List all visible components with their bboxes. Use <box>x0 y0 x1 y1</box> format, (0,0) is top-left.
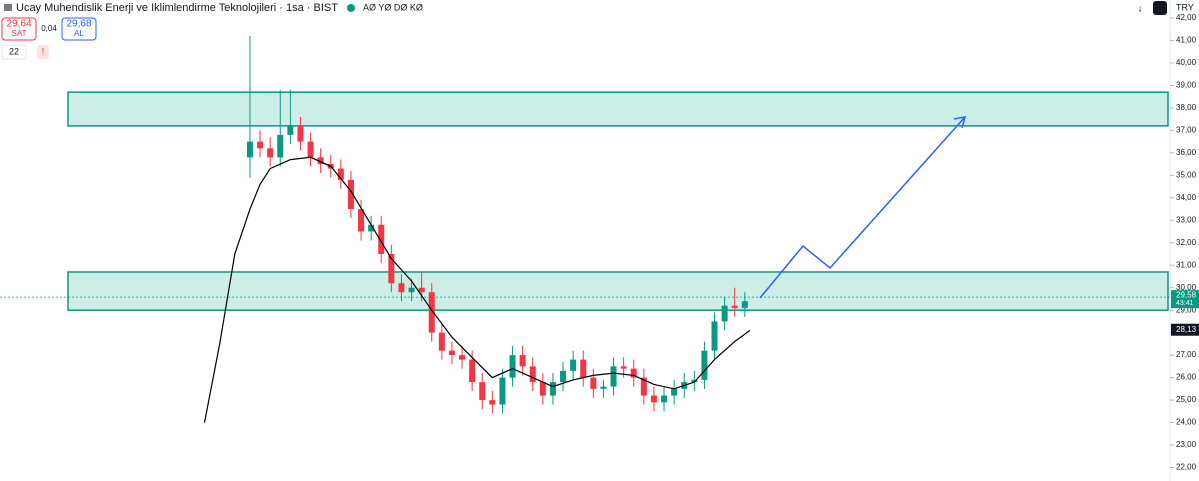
candle-body <box>620 366 627 369</box>
plot <box>0 35 1170 423</box>
candle-body <box>459 355 466 360</box>
y-tick-label: 31,00 <box>1176 260 1197 269</box>
last-price-box <box>1171 290 1199 309</box>
candle-body <box>317 157 324 165</box>
candle-body <box>630 368 637 378</box>
candle-body <box>600 386 607 389</box>
y-tick-label: 33,00 <box>1176 215 1197 224</box>
candle-body <box>519 355 526 367</box>
candle-body <box>509 355 516 378</box>
candle-body <box>368 224 375 232</box>
candle-body <box>731 305 738 308</box>
zone <box>67 91 1169 127</box>
candle-body <box>640 377 647 396</box>
y-tick-label: 36,00 <box>1176 148 1197 157</box>
alert-badge <box>37 45 49 59</box>
candle-body <box>448 350 455 356</box>
candle-body <box>580 359 587 378</box>
moving-average <box>203 156 751 423</box>
candle-body <box>347 179 354 210</box>
y-tick-label: 40,00 <box>1176 58 1197 67</box>
candle-body <box>398 283 405 293</box>
y-tick-label: 35,00 <box>1176 170 1197 179</box>
candle-body <box>277 134 284 158</box>
candle-body <box>337 168 344 180</box>
candle-body <box>297 125 304 142</box>
sell-label[interactable]: SAT <box>12 29 27 38</box>
y-tick-label: 37,00 <box>1176 125 1197 134</box>
candle-body <box>267 148 274 158</box>
zone <box>67 271 1169 311</box>
candle-body <box>489 400 496 405</box>
buy-price[interactable]: 29,68 <box>66 19 91 30</box>
y-tick-label: 22,00 <box>1176 463 1197 472</box>
candle-body <box>610 366 617 387</box>
candle-body <box>499 377 506 405</box>
buy-button[interactable] <box>61 17 97 41</box>
candle-body <box>650 395 657 403</box>
candle-body <box>479 382 486 401</box>
status-dot <box>347 4 355 12</box>
sell-button[interactable] <box>1 17 37 41</box>
candle-body <box>307 141 314 158</box>
forecast-arrow <box>759 116 966 299</box>
currency[interactable]: TRY <box>1176 2 1194 12</box>
scroll-icon[interactable]: ↓ <box>1138 4 1143 15</box>
y-tick-label: 41,00 <box>1176 36 1197 45</box>
spread: 0,04 <box>41 24 57 33</box>
candle-body <box>388 253 395 284</box>
lock-button[interactable] <box>1153 1 1167 15</box>
candle-body <box>539 382 546 396</box>
y-tick-label: 29,00 <box>1176 305 1197 314</box>
candle-body <box>711 321 718 351</box>
y-tick-label: 30,00 <box>1176 283 1197 292</box>
y-tick-label: 24,00 <box>1176 418 1197 427</box>
candle-body <box>408 287 415 293</box>
candle-body <box>721 305 728 322</box>
candle-body <box>560 370 567 383</box>
title: Ucay Muhendislik Enerji ve Iklimlendirme… <box>16 2 338 14</box>
indicator-toggle[interactable] <box>1 44 27 60</box>
candle-body <box>378 224 385 254</box>
candle-body <box>661 395 668 403</box>
candle-body <box>358 209 365 232</box>
candle-body <box>418 287 425 293</box>
candle-body <box>257 141 264 149</box>
candle-body <box>570 359 577 371</box>
candle-body <box>671 388 678 396</box>
ma-price-box <box>1171 323 1199 336</box>
candle-body <box>741 301 748 308</box>
ma-price-label: 28,13 <box>1176 325 1197 334</box>
arrow-head <box>953 116 967 129</box>
y-tick-label: 34,00 <box>1176 193 1197 202</box>
candle-body <box>590 377 597 389</box>
alert: ! <box>42 46 45 56</box>
candle-body <box>428 292 435 333</box>
candle-body <box>529 366 536 383</box>
last-price-label: 29,58 <box>1176 290 1197 299</box>
y-tick-label: 32,00 <box>1176 238 1197 247</box>
symbol-icon <box>4 4 12 11</box>
y-tick-label: 26,00 <box>1176 373 1197 382</box>
y-tick-label: 23,00 <box>1176 440 1197 449</box>
ohlc-status: AØ YØ DØ KØ <box>363 2 423 12</box>
y-tick-label: 42,00 <box>1176 13 1197 22</box>
candle-body <box>438 332 445 351</box>
buy-label[interactable]: AL <box>74 29 84 38</box>
indicator-count[interactable]: 22 <box>9 46 19 56</box>
sell-price[interactable]: 29,64 <box>6 19 31 30</box>
candle-body <box>701 350 708 380</box>
candle-body <box>549 382 556 396</box>
y-tick-label: 38,00 <box>1176 103 1197 112</box>
candle-body <box>287 125 294 135</box>
y-tick-label: 39,00 <box>1176 81 1197 90</box>
y-tick-label: 27,00 <box>1176 350 1197 359</box>
candle-body <box>469 359 476 383</box>
countdown: 43:41 <box>1176 300 1194 307</box>
y-tick-label: 25,00 <box>1176 395 1197 404</box>
candle-body <box>691 379 698 383</box>
candle-body <box>246 141 253 158</box>
